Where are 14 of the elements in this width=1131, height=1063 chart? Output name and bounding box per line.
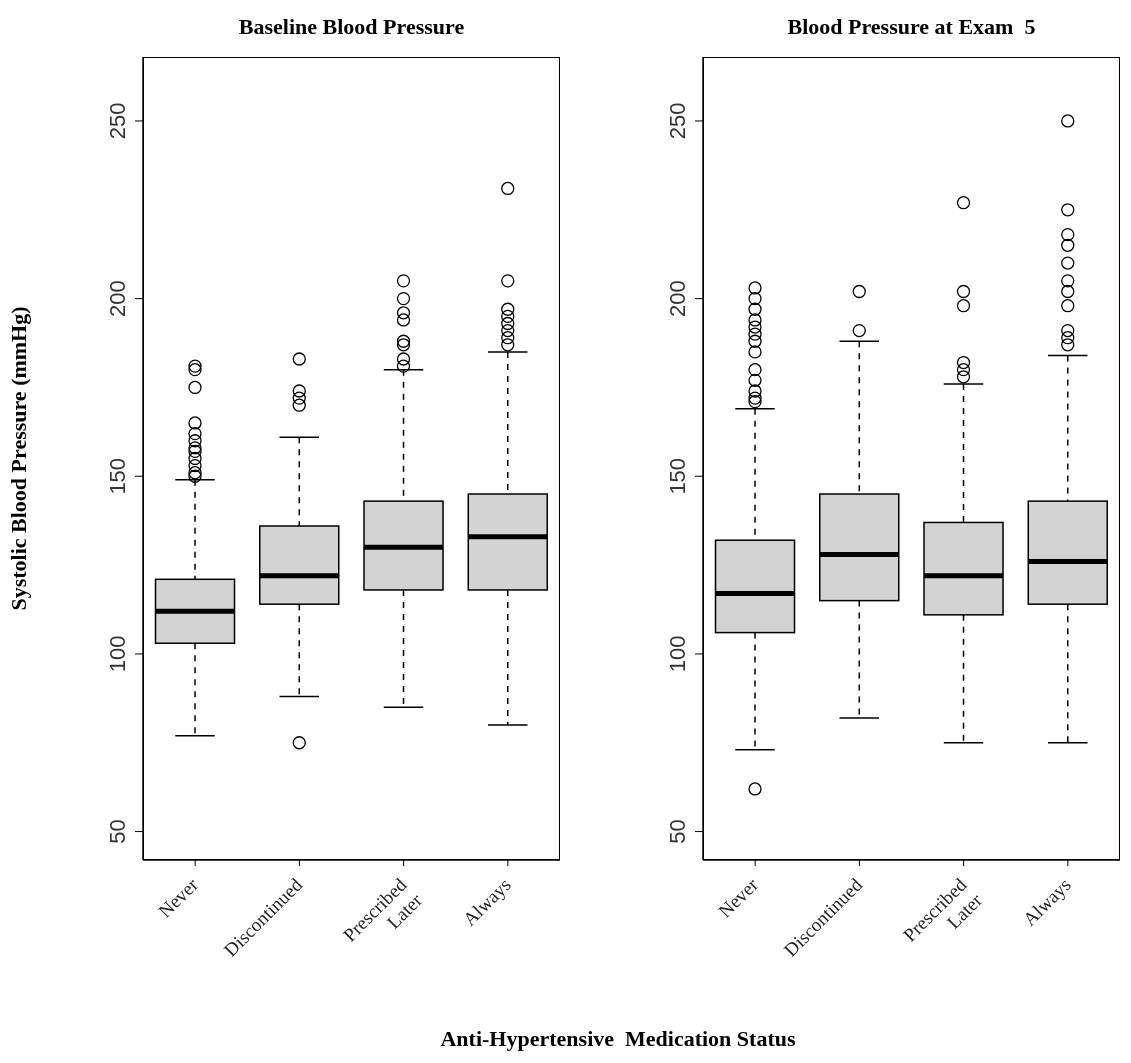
y-tick-label: 200 (665, 280, 690, 317)
y-tick-label: 250 (105, 102, 130, 140)
y-axis-title: Systolic Blood Pressure (mmHg) (5, 306, 31, 611)
y-tick-label: 100 (105, 635, 130, 673)
y-tick-label: 150 (665, 457, 690, 495)
x-axis-title: Anti-Hypertensive Medication Status (439, 1026, 797, 1052)
y-tick-label: 200 (105, 280, 130, 317)
chart-title: Baseline Blood Pressure (237, 14, 466, 40)
y-tick-label: 50 (665, 819, 690, 844)
y-tick-label: 250 (665, 102, 690, 140)
y-tick-label: 150 (105, 457, 130, 495)
y-tick-label: 50 (105, 819, 130, 844)
chart-title: Blood Pressure at Exam 5 (786, 14, 1037, 40)
y-tick-label: 100 (665, 635, 690, 673)
